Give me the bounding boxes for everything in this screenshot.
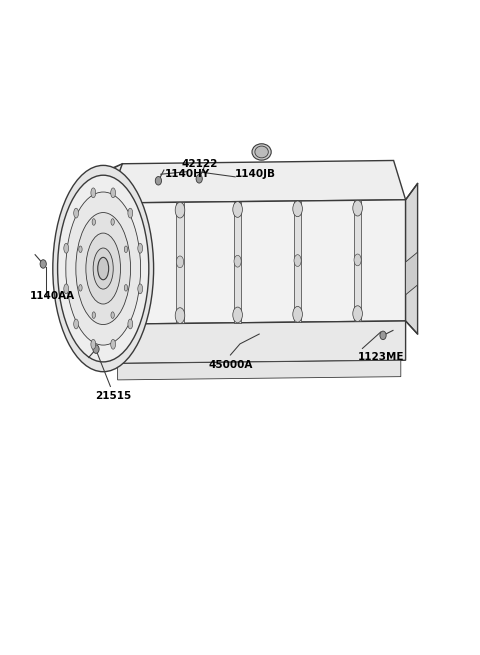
Ellipse shape (111, 219, 114, 225)
Ellipse shape (111, 188, 116, 198)
Ellipse shape (91, 188, 96, 198)
Ellipse shape (353, 200, 362, 216)
Ellipse shape (74, 319, 79, 329)
Ellipse shape (79, 284, 82, 291)
Text: 1140HY: 1140HY (165, 170, 210, 179)
Ellipse shape (53, 166, 154, 371)
Ellipse shape (353, 306, 362, 322)
Ellipse shape (92, 219, 96, 225)
Ellipse shape (111, 312, 114, 318)
Ellipse shape (124, 284, 128, 291)
Ellipse shape (155, 177, 161, 185)
Ellipse shape (98, 257, 108, 280)
Polygon shape (108, 160, 406, 203)
Ellipse shape (354, 254, 361, 266)
Text: 21515: 21515 (95, 391, 131, 401)
Polygon shape (234, 202, 241, 323)
Ellipse shape (93, 248, 113, 289)
Ellipse shape (175, 202, 185, 218)
Ellipse shape (138, 284, 143, 293)
Text: 1123ME: 1123ME (358, 352, 404, 362)
Ellipse shape (91, 339, 96, 349)
Ellipse shape (74, 208, 79, 218)
Ellipse shape (128, 208, 132, 218)
Ellipse shape (252, 144, 271, 160)
Ellipse shape (233, 307, 242, 323)
Polygon shape (354, 200, 361, 322)
Ellipse shape (64, 284, 69, 293)
Ellipse shape (76, 212, 131, 325)
Polygon shape (108, 200, 406, 324)
Ellipse shape (138, 244, 143, 253)
Text: 45000A: 45000A (208, 360, 252, 370)
Polygon shape (406, 183, 418, 334)
Polygon shape (118, 360, 401, 380)
Ellipse shape (255, 146, 268, 158)
Ellipse shape (58, 176, 149, 362)
Ellipse shape (64, 244, 69, 253)
Text: 1140JB: 1140JB (235, 170, 276, 179)
Ellipse shape (86, 233, 120, 304)
Ellipse shape (66, 192, 141, 345)
Polygon shape (101, 164, 122, 362)
Text: 42122: 42122 (181, 159, 217, 169)
Polygon shape (406, 252, 418, 295)
Ellipse shape (79, 246, 82, 253)
Ellipse shape (128, 319, 132, 329)
Ellipse shape (124, 246, 128, 253)
Ellipse shape (92, 312, 96, 318)
Ellipse shape (234, 255, 241, 267)
Ellipse shape (93, 345, 99, 354)
Text: 1140AA: 1140AA (30, 291, 75, 301)
Polygon shape (108, 321, 406, 364)
Ellipse shape (380, 331, 386, 339)
Ellipse shape (175, 308, 185, 324)
Ellipse shape (111, 339, 116, 349)
Ellipse shape (177, 256, 184, 268)
Ellipse shape (293, 201, 302, 217)
Polygon shape (176, 202, 184, 324)
Ellipse shape (40, 259, 46, 269)
Ellipse shape (293, 307, 302, 322)
Polygon shape (294, 201, 301, 322)
Ellipse shape (196, 174, 203, 183)
Ellipse shape (294, 255, 301, 267)
Ellipse shape (233, 202, 242, 217)
